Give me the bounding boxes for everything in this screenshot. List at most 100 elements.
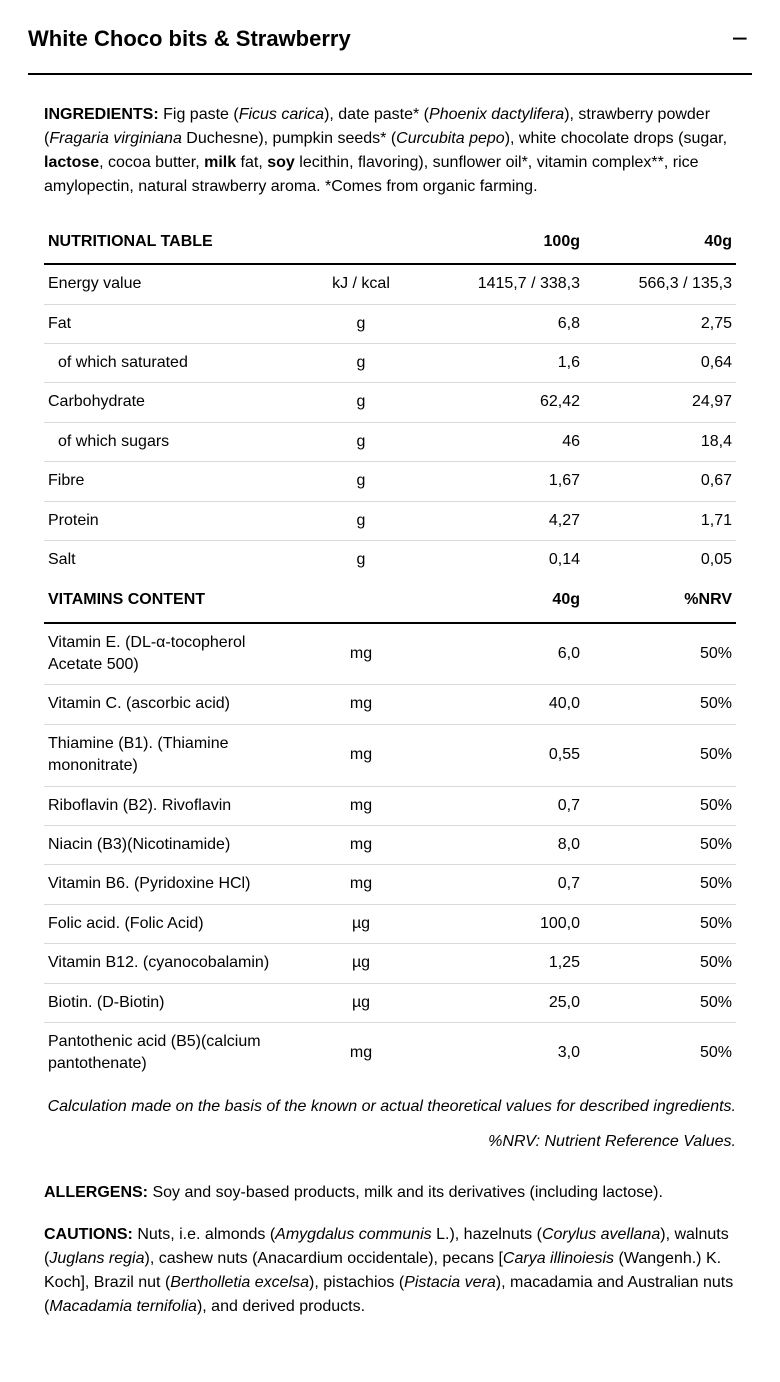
nutrient-value-40g: 2,75 xyxy=(586,304,736,343)
ingredients-label: INGREDIENTS: xyxy=(44,106,159,123)
nutrient-name: Protein xyxy=(44,501,306,540)
latin-name: Amygdalus communis xyxy=(275,1226,432,1243)
nutrient-unit: g xyxy=(306,501,416,540)
vitamin-unit: µg xyxy=(306,944,416,983)
table-row: Fibreg1,670,67 xyxy=(44,462,736,501)
latin-name: Corylus avellana xyxy=(542,1226,660,1243)
latin-name: Phoenix dactylifera xyxy=(429,106,564,123)
table-row: Riboflavin (B2). Rivoflavinmg0,750% xyxy=(44,786,736,825)
allergen-bold: soy xyxy=(267,154,295,171)
nutrient-value-40g: 24,97 xyxy=(586,383,736,422)
vitamin-value: 40,0 xyxy=(416,685,586,724)
nutrition-header-unit xyxy=(306,221,416,264)
product-title: White Choco bits & Strawberry xyxy=(28,24,351,55)
vitamin-unit: mg xyxy=(306,1023,416,1084)
vitamins-header-nrv: %NRV xyxy=(586,579,736,622)
cautions-text: ), cashew nuts (Anacardium occidentale),… xyxy=(145,1250,503,1267)
nutrition-table: NUTRITIONAL TABLE 100g 40g Energy valuek… xyxy=(44,221,736,1084)
nutrient-unit: g xyxy=(306,343,416,382)
nutrient-unit: kJ / kcal xyxy=(306,264,416,304)
collapse-icon[interactable]: − xyxy=(728,25,752,53)
vitamin-value: 0,7 xyxy=(416,786,586,825)
cautions-text: ), and derived products. xyxy=(197,1298,365,1315)
table-row: Niacin (B3)(Nicotinamide)mg8,050% xyxy=(44,826,736,865)
vitamin-value: 3,0 xyxy=(416,1023,586,1084)
vitamin-unit: µg xyxy=(306,983,416,1022)
vitamin-name: Niacin (B3)(Nicotinamide) xyxy=(44,826,306,865)
nutrition-header-100g: 100g xyxy=(416,221,586,264)
latin-name: Carya illinoiesis xyxy=(503,1250,614,1267)
table-row: Folic acid. (Folic Acid)µg100,050% xyxy=(44,904,736,943)
accordion-header[interactable]: White Choco bits & Strawberry − xyxy=(28,24,752,75)
footnote-nrv: %NRV: Nutrient Reference Values. xyxy=(44,1129,736,1155)
vitamin-name: Vitamin E. (DL-α-tocopherol Acetate 500) xyxy=(44,623,306,685)
nutrient-name: Carbohydrate xyxy=(44,383,306,422)
latin-name: Bertholletia excelsa xyxy=(170,1274,309,1291)
nutrient-value-40g: 566,3 / 135,3 xyxy=(586,264,736,304)
nutrient-value-100g: 6,8 xyxy=(416,304,586,343)
vitamin-unit: mg xyxy=(306,724,416,786)
vitamin-nrv: 50% xyxy=(586,1023,736,1084)
vitamin-value: 100,0 xyxy=(416,904,586,943)
allergen-bold: lactose xyxy=(44,154,99,171)
nutrient-value-100g: 46 xyxy=(416,422,586,461)
cautions-text: Nuts, i.e. almonds ( xyxy=(133,1226,275,1243)
latin-name: Juglans regia xyxy=(49,1250,144,1267)
vitamin-name: Vitamin C. (ascorbic acid) xyxy=(44,685,306,724)
ingredients-text: ), date paste* ( xyxy=(324,106,429,123)
nutrient-value-100g: 1415,7 / 338,3 xyxy=(416,264,586,304)
vitamins-header-40g: 40g xyxy=(416,579,586,622)
vitamin-nrv: 50% xyxy=(586,904,736,943)
nutrient-value-40g: 1,71 xyxy=(586,501,736,540)
vitamin-nrv: 50% xyxy=(586,826,736,865)
cautions-text: ), pistachios ( xyxy=(309,1274,404,1291)
vitamins-table-body: Vitamin E. (DL-α-tocopherol Acetate 500)… xyxy=(44,623,736,1084)
table-row: Biotin. (D-Biotin)µg25,050% xyxy=(44,983,736,1022)
nutrient-unit: g xyxy=(306,304,416,343)
vitamin-unit: mg xyxy=(306,865,416,904)
ingredients-text: , cocoa butter, xyxy=(99,154,204,171)
ingredients-text: ), white chocolate drops (sugar, xyxy=(505,130,727,147)
ingredients-text: Duchesne), pumpkin seeds* ( xyxy=(182,130,396,147)
nutrient-name: Fibre xyxy=(44,462,306,501)
vitamin-value: 1,25 xyxy=(416,944,586,983)
vitamin-nrv: 50% xyxy=(586,983,736,1022)
table-row: Pantothenic acid (B5)(calcium pantothena… xyxy=(44,1023,736,1084)
nutrient-name: Fat xyxy=(44,304,306,343)
vitamin-nrv: 50% xyxy=(586,685,736,724)
allergens-text: Soy and soy-based products, milk and its… xyxy=(148,1184,663,1201)
nutrition-header-40g: 40g xyxy=(586,221,736,264)
nutrient-unit: g xyxy=(306,422,416,461)
nutrient-value-40g: 0,64 xyxy=(586,343,736,382)
latin-name: Curcubita pepo xyxy=(396,130,505,147)
nutrient-unit: g xyxy=(306,540,416,579)
vitamin-nrv: 50% xyxy=(586,623,736,685)
allergens-block: ALLERGENS: Soy and soy-based products, m… xyxy=(44,1181,736,1205)
table-row: Carbohydrateg62,4224,97 xyxy=(44,383,736,422)
accordion-content: INGREDIENTS: Fig paste (Ficus carica), d… xyxy=(28,75,752,1319)
vitamin-name: Vitamin B6. (Pyridoxine HCl) xyxy=(44,865,306,904)
nutrient-unit: g xyxy=(306,462,416,501)
vitamin-value: 25,0 xyxy=(416,983,586,1022)
footnotes: Calculation made on the basis of the kno… xyxy=(44,1094,736,1155)
latin-name: Fragaria virginiana xyxy=(49,130,182,147)
nutrient-value-100g: 1,67 xyxy=(416,462,586,501)
vitamin-unit: mg xyxy=(306,623,416,685)
vitamin-unit: µg xyxy=(306,904,416,943)
vitamin-unit: mg xyxy=(306,826,416,865)
table-row: Proteing4,271,71 xyxy=(44,501,736,540)
vitamin-nrv: 50% xyxy=(586,865,736,904)
vitamins-header-unit xyxy=(306,579,416,622)
table-row: Saltg0,140,05 xyxy=(44,540,736,579)
vitamin-name: Vitamin B12. (cyanocobalamin) xyxy=(44,944,306,983)
nutrient-value-40g: 0,05 xyxy=(586,540,736,579)
vitamins-header-label: VITAMINS CONTENT xyxy=(44,579,306,622)
cautions-text: L.), hazelnuts ( xyxy=(432,1226,542,1243)
vitamin-name: Thiamine (B1). (Thiamine mononitrate) xyxy=(44,724,306,786)
vitamin-value: 0,7 xyxy=(416,865,586,904)
vitamin-unit: mg xyxy=(306,786,416,825)
vitamin-value: 0,55 xyxy=(416,724,586,786)
vitamin-value: 6,0 xyxy=(416,623,586,685)
nutrient-name: of which saturated xyxy=(44,343,306,382)
nutrition-header-label: NUTRITIONAL TABLE xyxy=(44,221,306,264)
